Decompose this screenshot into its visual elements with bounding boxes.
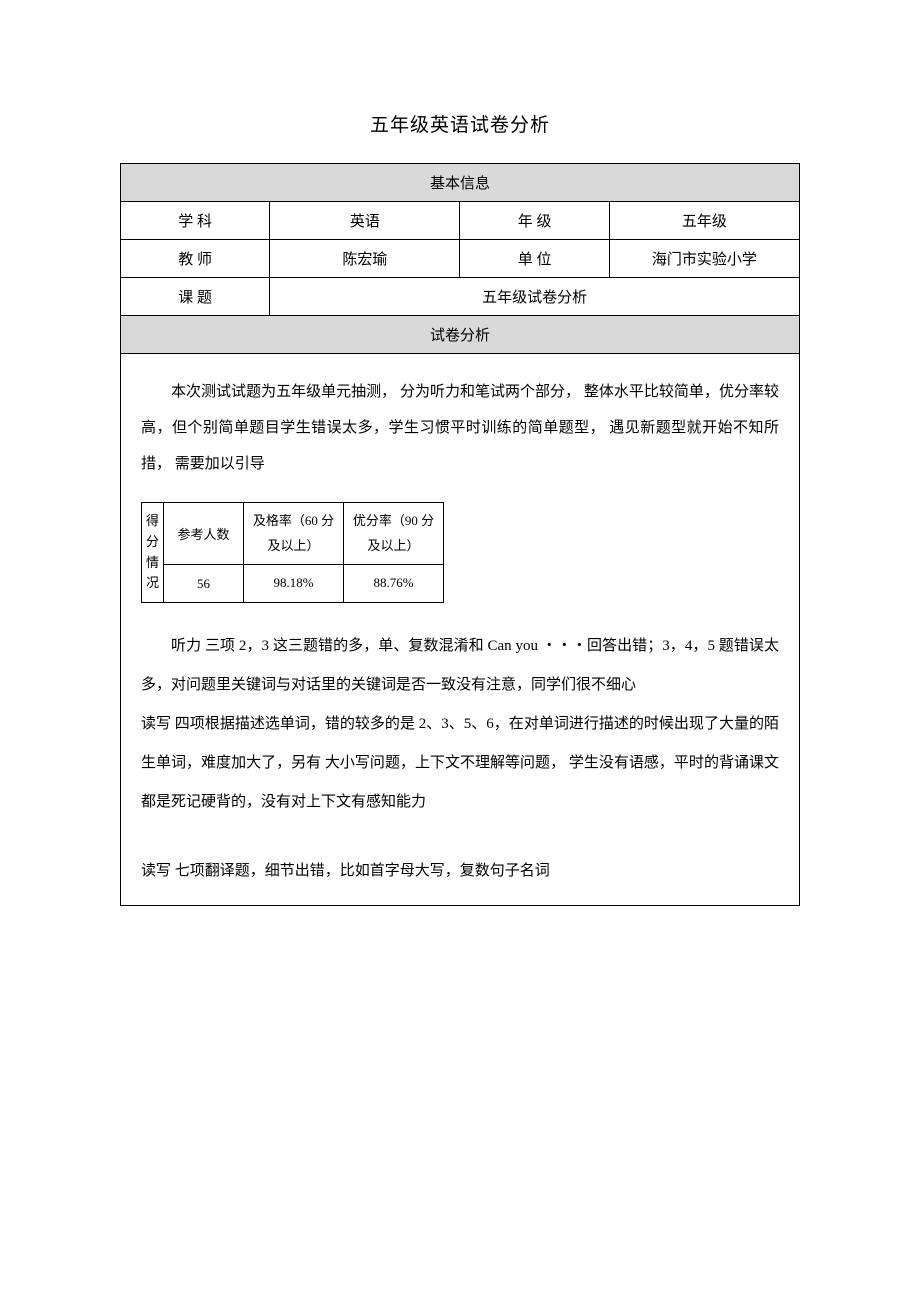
label-topic: 课 题: [121, 278, 270, 316]
analysis-content: 本次测试试题为五年级单元抽测， 分为听力和笔试两个部分， 整体水平比较简单，优分…: [120, 354, 800, 906]
score-table: 得分情况 参考人数 及格率（60 分及以上） 优分率（90 分及以上） 56 9…: [141, 502, 444, 603]
paragraph-gap: [141, 822, 779, 852]
score-value-eliterate: 88.76%: [344, 565, 444, 603]
score-header-refcount: 参考人数: [164, 503, 244, 565]
info-row-topic: 课 题 五年级试卷分析: [121, 278, 800, 316]
analysis-body: 听力 三项 2，3 这三题错的多，单、复数混淆和 Can you ・・・回答出错…: [141, 627, 779, 891]
score-value-row: 56 98.18% 88.76%: [142, 565, 444, 603]
value-grade: 五年级: [609, 202, 799, 240]
value-unit: 海门市实验小学: [609, 240, 799, 278]
info-row-teacher-unit: 教 师 陈宏瑜 单 位 海门市实验小学: [121, 240, 800, 278]
value-teacher: 陈宏瑜: [270, 240, 460, 278]
score-header-row: 得分情况 参考人数 及格率（60 分及以上） 优分率（90 分及以上）: [142, 503, 444, 565]
intro-paragraph: 本次测试试题为五年级单元抽测， 分为听力和笔试两个部分， 整体水平比较简单，优分…: [141, 374, 779, 482]
info-table: 基本信息 学 科 英语 年 级 五年级 教 师 陈宏瑜 单 位 海门市实验小学 …: [120, 163, 800, 354]
label-unit: 单 位: [460, 240, 609, 278]
body-paragraph-3: 读写 七项翻译题，细节出错，比如首字母大写，复数句子名词: [141, 852, 779, 891]
body-paragraph-2: 读写 四项根据描述选单词，错的较多的是 2、3、5、6，在对单词进行描述的时候出…: [141, 705, 779, 822]
score-header-passrate: 及格率（60 分及以上）: [244, 503, 344, 565]
score-header-eliterate: 优分率（90 分及以上）: [344, 503, 444, 565]
analysis-header-row: 试卷分析: [121, 316, 800, 354]
basic-info-header: 基本信息: [121, 164, 800, 202]
page: 五年级英语试卷分析 基本信息 学 科 英语 年 级 五年级 教 师 陈宏瑜 单 …: [0, 0, 920, 946]
score-vertical-label: 得分情况: [142, 503, 164, 603]
basic-info-header-row: 基本信息: [121, 164, 800, 202]
score-value-passrate: 98.18%: [244, 565, 344, 603]
label-grade: 年 级: [460, 202, 609, 240]
label-teacher: 教 师: [121, 240, 270, 278]
info-row-subject-grade: 学 科 英语 年 级 五年级: [121, 202, 800, 240]
analysis-header: 试卷分析: [121, 316, 800, 354]
label-subject: 学 科: [121, 202, 270, 240]
value-topic: 五年级试卷分析: [270, 278, 800, 316]
body-paragraph-1: 听力 三项 2，3 这三题错的多，单、复数混淆和 Can you ・・・回答出错…: [141, 627, 779, 705]
value-subject: 英语: [270, 202, 460, 240]
document-title: 五年级英语试卷分析: [120, 110, 800, 137]
score-value-refcount: 56: [164, 565, 244, 603]
